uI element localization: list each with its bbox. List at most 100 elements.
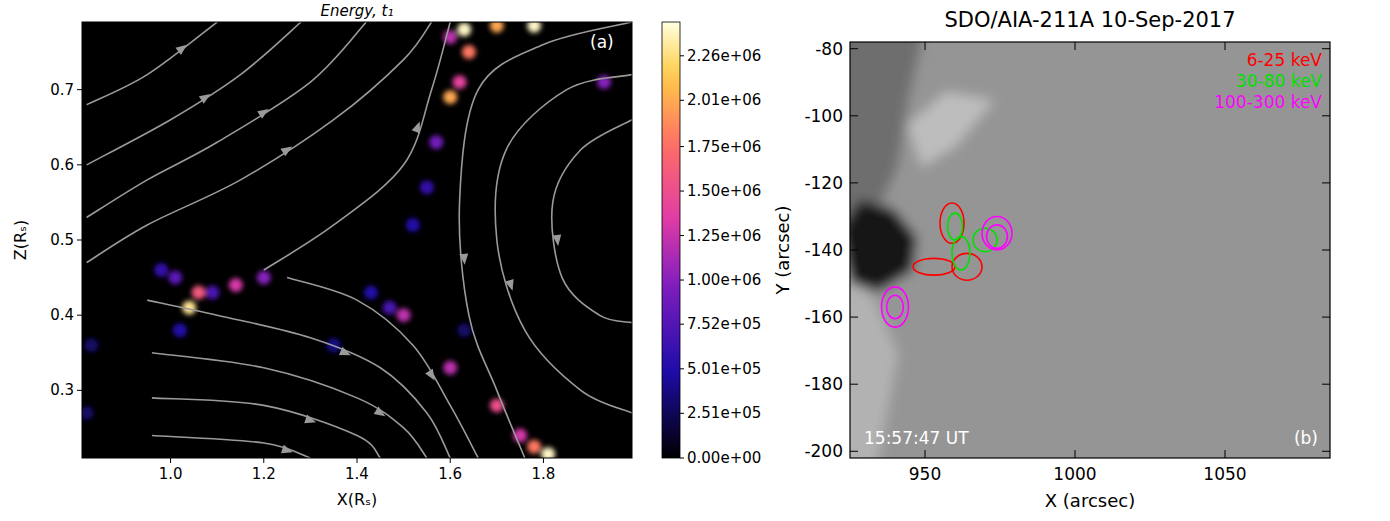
title: Energy, t₁ — [320, 2, 393, 20]
energy-cell — [527, 440, 541, 454]
timestamp: 15:57:47 UT — [864, 428, 969, 448]
colorbar-tick-label: 2.01e+06 — [687, 91, 761, 109]
energy-cell — [490, 22, 504, 33]
x-tick-label: 1000 — [1053, 464, 1096, 484]
image-dark-blob — [850, 200, 917, 292]
energy-cell — [429, 135, 443, 149]
energy-cell — [462, 45, 476, 59]
x-tick-label: 1050 — [1203, 464, 1246, 484]
colorbar-tick — [680, 191, 684, 192]
streamline-arrow — [425, 369, 438, 383]
x-tick — [925, 42, 926, 50]
y-tick-label: 0.7 — [50, 81, 74, 99]
y-tick — [1322, 317, 1330, 318]
streamline-arrow — [339, 347, 353, 360]
streamline — [87, 22, 432, 263]
x-tick-label: 1.2 — [252, 465, 276, 483]
streamline-arrow — [505, 279, 517, 292]
figure: 1.01.21.41.61.80.30.40.50.60.7X(Rₛ)Z(Rₛ)… — [0, 0, 1390, 521]
energy-cell — [168, 271, 182, 285]
y-tick — [1322, 115, 1330, 116]
energy-cell — [257, 271, 271, 285]
colorbar-tick — [680, 368, 684, 369]
y-tick — [1322, 451, 1330, 452]
energy-map — [82, 22, 611, 458]
streamline — [495, 75, 632, 413]
x-tick — [450, 458, 451, 463]
streamline-arrow — [175, 41, 189, 55]
legend-entry: 30-80 keV — [1236, 71, 1322, 91]
streamline-arrow — [374, 406, 388, 420]
streamline-arrow — [459, 253, 469, 265]
energy-cell — [406, 218, 420, 232]
energy-cell — [84, 338, 98, 352]
x-tick — [925, 450, 926, 458]
y-tick — [1322, 250, 1330, 251]
y-axis-title: Y (arcsec) — [772, 205, 793, 295]
colorbar-tick — [680, 100, 684, 101]
energy-cell — [457, 23, 471, 37]
y-tick — [850, 115, 858, 116]
energy-cell — [420, 180, 434, 194]
colorbar-tick-label: 1.50e+06 — [687, 182, 761, 200]
y-tick-label: -160 — [804, 307, 843, 327]
x-tick — [357, 458, 358, 463]
y-tick — [850, 48, 858, 49]
streamline-arrow — [412, 120, 424, 133]
energy-cell — [229, 278, 243, 292]
y-tick — [77, 240, 82, 241]
contour — [887, 295, 904, 318]
contour — [987, 225, 1008, 248]
y-axis-title: Z(Rₛ) — [11, 220, 30, 261]
energy-cell — [82, 406, 94, 420]
streamline — [87, 22, 218, 105]
legend-entry: 100-300 keV — [1214, 92, 1322, 112]
streamline-arrow — [281, 445, 294, 457]
image-bright-loop — [908, 92, 994, 167]
y-tick-label: -140 — [804, 240, 843, 260]
title: SDO/AIA-211A 10-Sep-2017 — [944, 8, 1235, 32]
contour — [982, 216, 1012, 250]
x-tick-label: 950 — [909, 464, 941, 484]
plot-frame — [850, 42, 1330, 458]
streamline — [87, 22, 301, 165]
contour — [913, 258, 955, 275]
energy-cell — [154, 263, 168, 277]
streamline-arrow — [304, 415, 317, 427]
energy-cell — [173, 323, 187, 337]
streamline-arrow — [257, 105, 271, 119]
y-tick — [77, 89, 82, 90]
plot-background — [82, 22, 632, 458]
panel-b: 95010001050-200-180-160-140-120-100-80X … — [772, 8, 1350, 511]
energy-cell — [541, 447, 555, 458]
x-tick-label: 1.4 — [345, 465, 369, 483]
y-tick-label: -200 — [804, 441, 843, 461]
y-tick-label: 0.4 — [50, 306, 74, 324]
energy-cell — [364, 286, 378, 300]
colorbar-tick-label: 1.00e+06 — [687, 271, 761, 289]
image-ground — [850, 42, 1330, 458]
x-tick — [1075, 450, 1076, 458]
y-tick — [850, 182, 858, 183]
energy-cell — [457, 323, 471, 337]
x-tick-label: 1.8 — [532, 465, 556, 483]
panel-label: (b) — [1294, 428, 1318, 448]
y-tick — [77, 315, 82, 316]
energy-cell — [443, 361, 457, 375]
colorbar-tick — [680, 280, 684, 281]
y-tick — [77, 390, 82, 391]
colorbar-tick — [680, 458, 684, 459]
y-tick — [850, 317, 858, 318]
streamline — [152, 353, 427, 458]
x-axis-title: X(Rₛ) — [337, 490, 378, 509]
x-tick — [1075, 42, 1076, 50]
energy-cell — [527, 22, 541, 33]
plot-area — [82, 22, 632, 458]
x-tick-label: 1.6 — [438, 465, 462, 483]
legend-entry: 6-25 keV — [1247, 50, 1323, 70]
x-tick — [263, 458, 264, 463]
streamline-arrow — [280, 143, 294, 157]
y-tick — [77, 164, 82, 165]
plot-frame — [82, 22, 632, 458]
colorbar-tick-label: 0.00e+00 — [687, 449, 761, 467]
